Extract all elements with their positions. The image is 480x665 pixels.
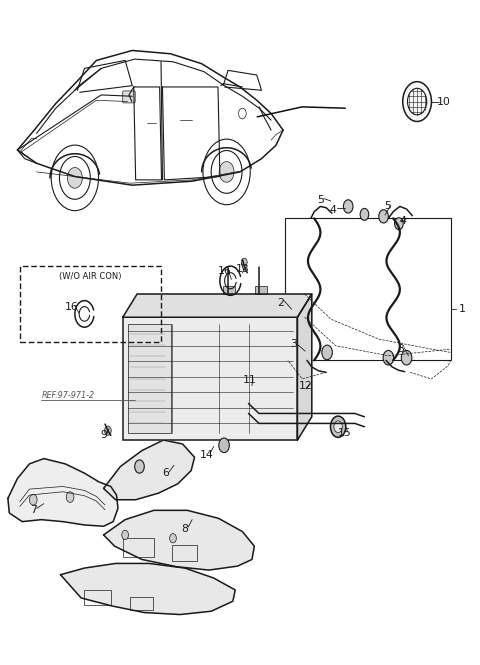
Circle shape [401,350,412,365]
Circle shape [241,258,247,266]
Circle shape [334,421,342,432]
Text: 4: 4 [330,205,337,215]
Polygon shape [123,294,312,317]
Circle shape [122,530,129,539]
Text: 16: 16 [218,267,231,277]
Text: 5: 5 [384,201,391,211]
Circle shape [403,82,432,122]
Circle shape [219,162,234,182]
Text: 14: 14 [200,450,214,460]
Text: 7: 7 [30,505,36,515]
Text: 3: 3 [290,339,297,349]
Text: 11: 11 [243,375,256,385]
Text: REF.97-971-2: REF.97-971-2 [41,391,95,400]
Text: 12: 12 [299,380,313,390]
Bar [130,597,153,610]
Text: 4: 4 [399,216,406,226]
Text: 5: 5 [317,195,324,205]
Circle shape [343,200,353,213]
Bar [123,317,298,440]
Bar [123,538,154,557]
Polygon shape [298,294,312,440]
Text: 8: 8 [181,524,188,534]
Circle shape [383,350,394,365]
Bar [223,286,235,294]
Polygon shape [8,459,118,526]
Circle shape [379,209,388,223]
Circle shape [360,208,369,220]
Circle shape [330,416,346,438]
Circle shape [29,494,37,505]
Text: (W/O AIR CON): (W/O AIR CON) [59,272,122,281]
Polygon shape [104,440,194,499]
Text: 13: 13 [236,265,249,275]
Text: 6: 6 [162,468,169,478]
Circle shape [322,345,332,360]
Polygon shape [60,563,235,614]
Bar [172,545,197,561]
Bar [286,217,451,360]
Circle shape [299,345,310,360]
Circle shape [105,426,111,436]
Text: 10: 10 [436,96,450,106]
Text: 9: 9 [100,430,107,440]
FancyBboxPatch shape [123,91,135,103]
Circle shape [169,533,176,543]
Bar [128,324,171,434]
Bar [254,286,266,294]
Circle shape [395,217,403,229]
Bar [84,590,111,604]
Text: 3: 3 [397,344,404,354]
Polygon shape [104,510,254,570]
Circle shape [66,491,74,502]
Circle shape [67,168,83,188]
Circle shape [219,438,229,453]
Text: 2: 2 [277,298,284,308]
Circle shape [135,460,144,473]
Text: 15: 15 [337,428,351,438]
Text: 16: 16 [65,303,78,313]
Text: 1: 1 [459,305,466,315]
